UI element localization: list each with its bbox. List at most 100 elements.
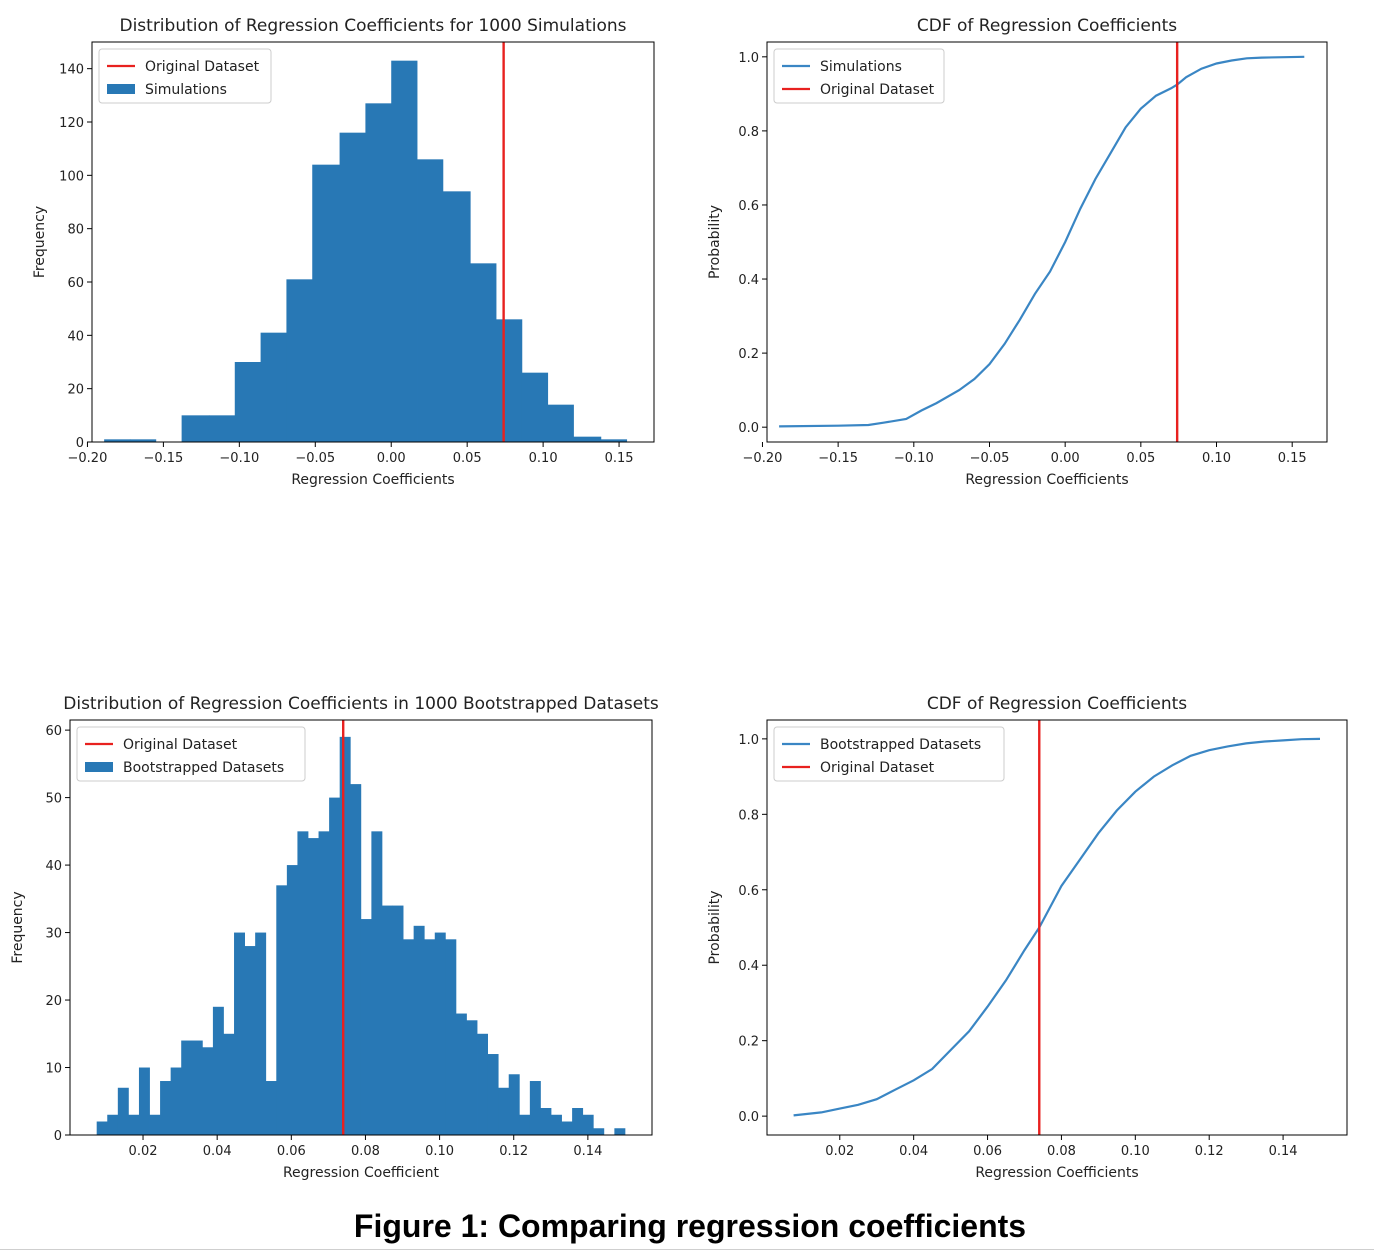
legend-label: Original Dataset <box>820 82 935 98</box>
x-tick-label: −0.15 <box>818 451 858 466</box>
histogram-bar <box>234 932 245 1135</box>
histogram-bar <box>307 838 319 1135</box>
histogram-bar <box>160 1081 172 1135</box>
y-tick-label: 20 <box>45 994 62 1009</box>
y-tick-label: 100 <box>59 169 84 184</box>
x-tick-label: −0.20 <box>743 451 783 466</box>
y-tick-label: 120 <box>59 116 84 131</box>
x-tick-label: 0.10 <box>529 451 558 466</box>
histogram-bar <box>255 932 267 1135</box>
plot-frame <box>766 719 1348 1136</box>
histogram-bar <box>466 1020 478 1135</box>
y-tick-label: 30 <box>45 927 62 942</box>
x-tick-label: 0.14 <box>1269 1144 1298 1159</box>
legend-label: Bootstrapped Datasets <box>123 760 284 776</box>
y-tick-label: 0.2 <box>738 1035 759 1050</box>
histogram-bar <box>572 1108 584 1135</box>
x-tick-label: 0.05 <box>1126 451 1155 466</box>
histogram-bar <box>260 332 287 442</box>
histogram-bar <box>318 831 330 1135</box>
histogram-bar <box>470 263 497 442</box>
x-axis-label: Regression Coefficients <box>965 472 1128 488</box>
x-tick-label: 0.12 <box>499 1144 528 1159</box>
histogram-bar <box>561 1121 573 1135</box>
x-axis-label: Regression Coefficients <box>291 472 454 488</box>
histogram-bar <box>403 939 415 1135</box>
x-tick-label: 0.15 <box>605 451 634 466</box>
x-tick-label: 0.10 <box>1202 451 1231 466</box>
histogram-bar <box>593 1128 605 1135</box>
legend-label: Original Dataset <box>123 737 238 753</box>
histogram-bar <box>212 1006 224 1135</box>
y-tick-label: 140 <box>59 63 84 78</box>
histogram-bar <box>286 279 313 442</box>
x-tick-label: 0.02 <box>129 1144 158 1159</box>
histogram-bar <box>381 905 393 1135</box>
chart-1: −0.20 −0.15 −0.10 −0.05 0.00 0.05 0.10 0.15 0 20 4… <box>32 16 655 488</box>
x-tick-label: 0.00 <box>1051 451 1080 466</box>
histogram-bar <box>265 1081 277 1135</box>
histogram-bar <box>365 103 392 442</box>
histogram-bar <box>442 191 471 442</box>
y-tick-label: 0.4 <box>738 959 759 974</box>
legend-box <box>76 726 306 782</box>
chart-title: Distribution of Regression Coefficients … <box>63 694 659 714</box>
histogram-bar <box>191 1040 203 1135</box>
plot-frame <box>91 41 655 443</box>
histogram-bar <box>181 415 210 442</box>
y-tick-label: 0.8 <box>738 125 759 140</box>
x-tick-label: −0.05 <box>970 451 1010 466</box>
x-tick-label: 0.00 <box>377 451 406 466</box>
x-tick-label: 0.10 <box>1121 1144 1150 1159</box>
histogram-bar <box>371 831 383 1135</box>
bottom-divider <box>0 1249 1374 1250</box>
histogram-bar <box>521 372 549 442</box>
histogram-bar <box>223 1033 235 1135</box>
x-tick-label: 0.12 <box>1195 1144 1224 1159</box>
histogram-bar <box>202 1047 214 1135</box>
legend: Bootstrapped Datasets Original Dataset <box>773 726 1005 782</box>
chart-title: Distribution of Regression Coefficients … <box>119 16 626 36</box>
histogram-bar <box>244 946 256 1135</box>
histogram-bar <box>391 60 418 443</box>
y-tick-label: 40 <box>67 329 84 344</box>
legend: Original Dataset Bootstrapped Datasets <box>76 726 306 782</box>
x-tick-label: −0.05 <box>295 451 335 466</box>
histogram-bar <box>329 797 341 1135</box>
y-tick-label: 0.6 <box>738 199 759 214</box>
histogram-bar <box>614 1128 626 1135</box>
histogram-bar <box>104 439 131 442</box>
histogram-bar <box>455 1013 467 1135</box>
histogram-bar <box>286 865 298 1135</box>
histogram-bar <box>117 1087 129 1135</box>
histogram-bar <box>297 831 309 1135</box>
histogram-bar <box>234 362 261 442</box>
legend-label: Original Dataset <box>145 59 260 75</box>
chart-title: CDF of Regression Coefficients <box>927 694 1187 714</box>
legend-box <box>773 48 945 104</box>
x-tick-label: 0.04 <box>899 1144 928 1159</box>
histogram-bar <box>170 1067 182 1135</box>
histogram-bar <box>508 1074 520 1135</box>
histogram-bar <box>550 1114 562 1135</box>
y-axis-label: Frequency <box>10 891 26 963</box>
histogram-bar <box>350 784 362 1135</box>
histogram-bar <box>417 159 444 443</box>
histogram-bar <box>339 132 366 442</box>
legend: Simulations Original Dataset <box>773 48 945 104</box>
y-tick-label: 0.0 <box>738 1110 759 1125</box>
x-tick-label: 0.06 <box>973 1144 1002 1159</box>
histogram-bar <box>487 1054 499 1135</box>
histogram-bar <box>547 404 574 442</box>
histogram-bar <box>477 1033 488 1135</box>
y-tick-label: 80 <box>67 223 84 238</box>
x-tick-label: −0.10 <box>219 451 259 466</box>
y-tick-label: 0.8 <box>738 808 759 823</box>
y-tick-label: 0.4 <box>738 273 759 288</box>
histogram-bar <box>519 1114 531 1135</box>
cdf-line <box>779 55 1305 428</box>
chart-2: −0.20 −0.15 −0.10 −0.05 0.00 0.05 0.10 0.15 0.0 0… <box>707 16 1328 488</box>
x-tick-label: −0.20 <box>68 451 108 466</box>
legend-box <box>98 48 272 104</box>
